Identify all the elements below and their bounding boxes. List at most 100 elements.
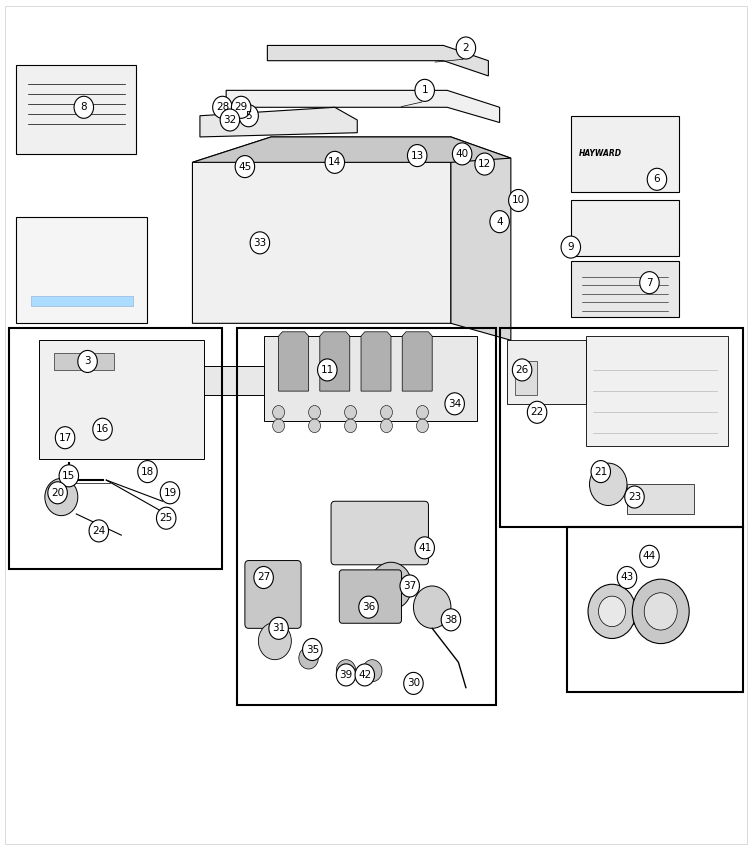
Circle shape (561, 236, 581, 258)
Circle shape (490, 211, 509, 233)
FancyBboxPatch shape (17, 65, 136, 154)
FancyBboxPatch shape (586, 336, 728, 446)
Circle shape (308, 405, 320, 419)
Circle shape (400, 575, 420, 597)
Circle shape (59, 465, 78, 487)
Text: 21: 21 (594, 467, 608, 477)
Polygon shape (451, 137, 511, 340)
Text: 25: 25 (159, 513, 173, 524)
Circle shape (475, 153, 494, 175)
Circle shape (404, 672, 423, 694)
Text: 36: 36 (362, 602, 375, 612)
Circle shape (269, 617, 288, 639)
Circle shape (599, 596, 626, 626)
Circle shape (92, 418, 112, 440)
FancyBboxPatch shape (507, 340, 586, 404)
Circle shape (160, 482, 180, 504)
Text: 43: 43 (620, 573, 634, 582)
FancyBboxPatch shape (571, 201, 680, 256)
Text: 27: 27 (257, 573, 270, 582)
Text: 17: 17 (59, 433, 71, 443)
FancyBboxPatch shape (245, 560, 301, 628)
Circle shape (588, 584, 636, 638)
Circle shape (77, 350, 97, 372)
Text: 31: 31 (272, 623, 285, 633)
Circle shape (344, 405, 356, 419)
Circle shape (408, 144, 427, 167)
Text: 3: 3 (84, 356, 91, 366)
Circle shape (235, 156, 255, 178)
FancyBboxPatch shape (514, 361, 537, 395)
Circle shape (527, 401, 547, 423)
Circle shape (299, 647, 318, 669)
Text: 11: 11 (320, 365, 334, 375)
Circle shape (156, 507, 176, 530)
Circle shape (456, 37, 476, 59)
Circle shape (508, 190, 528, 212)
Circle shape (453, 143, 472, 165)
Text: 29: 29 (235, 102, 247, 112)
Circle shape (308, 419, 320, 433)
Text: 32: 32 (223, 115, 237, 125)
Circle shape (254, 566, 274, 588)
Text: HAYWARD: HAYWARD (579, 150, 623, 158)
Text: 34: 34 (448, 399, 461, 409)
Text: 6: 6 (653, 174, 660, 184)
Circle shape (415, 79, 435, 101)
Circle shape (414, 586, 451, 628)
Text: 45: 45 (238, 162, 251, 172)
Text: 18: 18 (141, 467, 154, 477)
Circle shape (336, 660, 356, 682)
Circle shape (250, 232, 270, 254)
Circle shape (381, 405, 393, 419)
Circle shape (220, 109, 240, 131)
Text: 42: 42 (358, 670, 371, 680)
Polygon shape (268, 45, 488, 76)
Text: 9: 9 (568, 242, 574, 252)
FancyBboxPatch shape (17, 218, 147, 323)
Text: 33: 33 (253, 238, 266, 248)
Circle shape (359, 596, 378, 618)
Circle shape (239, 105, 259, 127)
Circle shape (232, 96, 251, 118)
Text: 23: 23 (628, 492, 641, 502)
Circle shape (56, 427, 74, 449)
Circle shape (590, 463, 627, 506)
Text: 37: 37 (403, 581, 417, 591)
FancyBboxPatch shape (614, 598, 659, 624)
Circle shape (273, 419, 284, 433)
Text: 28: 28 (216, 102, 229, 112)
Text: 15: 15 (62, 471, 75, 481)
Circle shape (45, 479, 77, 516)
Polygon shape (402, 332, 432, 391)
Circle shape (632, 579, 689, 643)
Text: 1: 1 (421, 85, 428, 95)
FancyBboxPatch shape (339, 570, 402, 623)
Text: 12: 12 (478, 159, 491, 169)
Text: 41: 41 (418, 543, 432, 552)
Text: 44: 44 (643, 552, 656, 561)
Text: 30: 30 (407, 678, 420, 689)
Circle shape (138, 461, 157, 483)
FancyBboxPatch shape (264, 336, 478, 421)
Circle shape (89, 520, 108, 542)
Text: 39: 39 (339, 670, 353, 680)
Circle shape (381, 419, 393, 433)
Text: 22: 22 (530, 407, 544, 417)
Text: 19: 19 (163, 488, 177, 498)
Text: 7: 7 (646, 278, 653, 287)
Text: 5: 5 (245, 110, 252, 121)
Circle shape (640, 272, 660, 294)
Polygon shape (226, 90, 499, 122)
Circle shape (370, 562, 412, 609)
Text: 4: 4 (496, 217, 503, 227)
Text: 16: 16 (96, 424, 109, 434)
Circle shape (644, 592, 678, 630)
FancyBboxPatch shape (54, 353, 114, 370)
Polygon shape (200, 107, 357, 137)
Text: 13: 13 (411, 150, 424, 161)
Circle shape (213, 96, 232, 118)
FancyBboxPatch shape (571, 116, 680, 192)
Text: 40: 40 (456, 149, 468, 159)
Circle shape (591, 461, 611, 483)
